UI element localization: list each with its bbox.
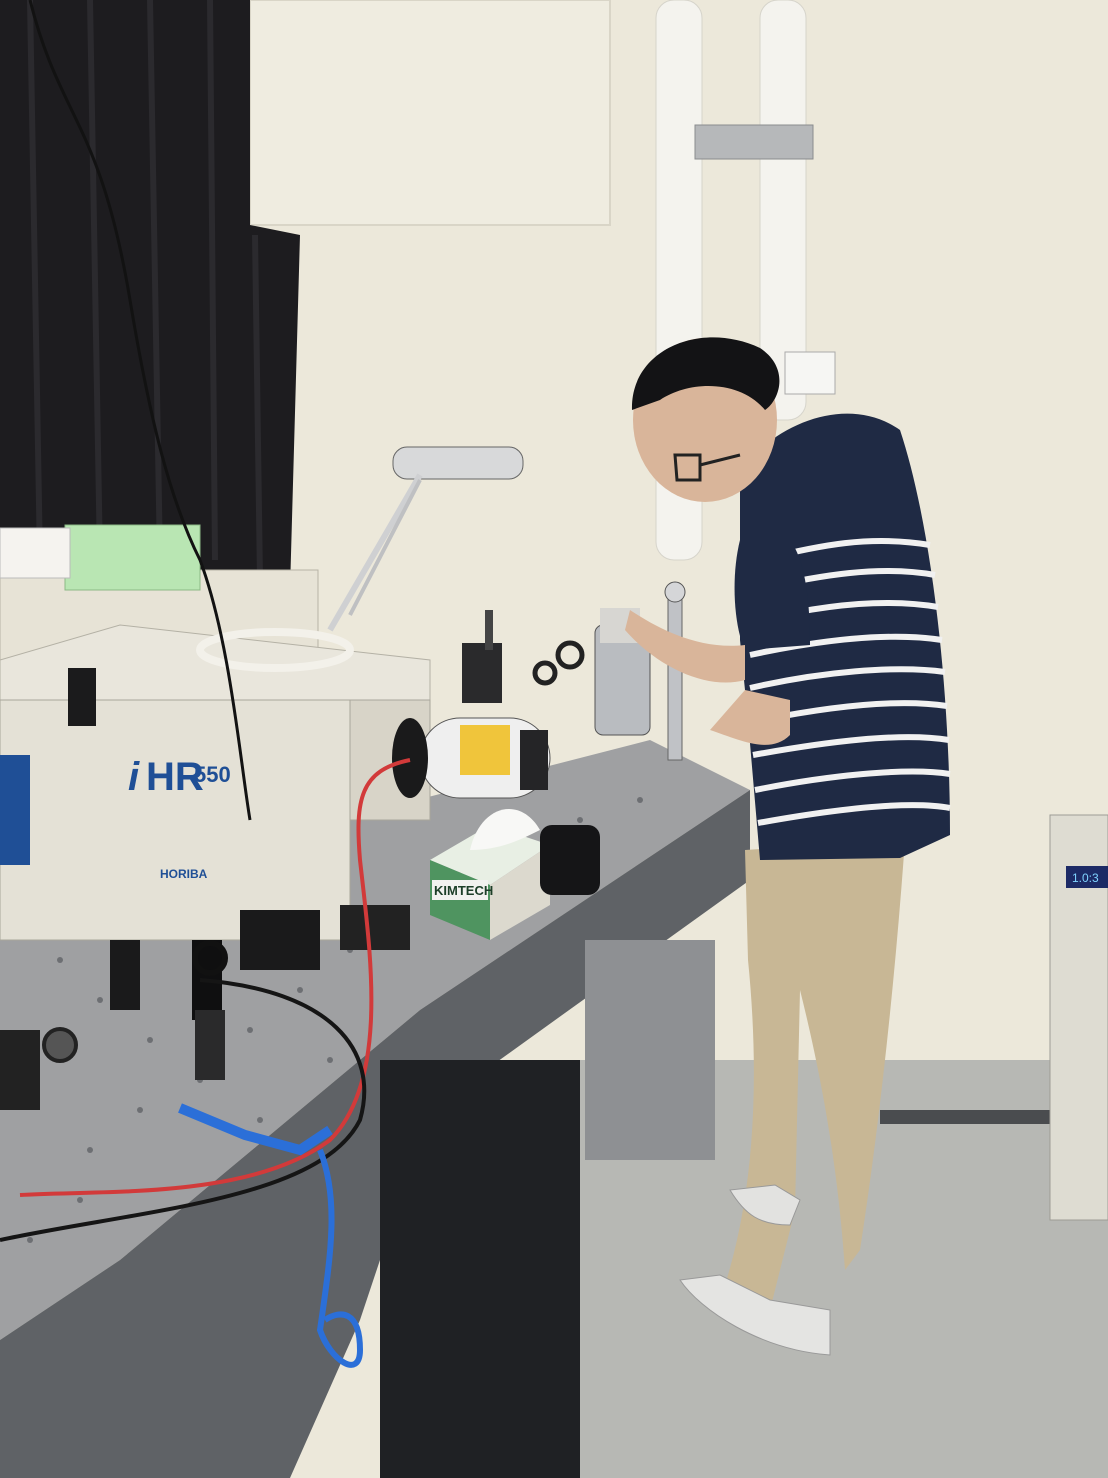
tissue — [470, 808, 540, 850]
spectrometer-body — [0, 699, 351, 941]
manufacturer-logo-text: HORIBA — [160, 867, 208, 881]
blue-side-panel — [0, 755, 30, 865]
person-right-foot — [729, 1184, 801, 1226]
red-cable — [19, 758, 411, 1197]
desk-lamp-arm — [327, 473, 423, 632]
blue-clamp — [178, 1103, 333, 1156]
optics-post — [485, 610, 493, 650]
desk-lamp-head — [392, 446, 524, 480]
person-arm — [625, 610, 745, 683]
pipe-bracket — [694, 124, 814, 160]
wall-panel — [249, 0, 611, 226]
brand-i: i — [128, 755, 140, 799]
black-cylinder — [68, 668, 96, 726]
wall-outlet — [784, 351, 836, 395]
black-cable — [0, 978, 367, 1242]
optics-mount-1 — [462, 643, 502, 703]
green-box — [64, 524, 201, 591]
kimtech-box-top — [430, 825, 550, 885]
brand-model-number: 550 — [194, 762, 231, 787]
hanging-cable — [28, 0, 252, 821]
controller-display-text: 1.0:3 — [1072, 871, 1099, 885]
person-left-foot — [679, 1274, 831, 1356]
spectrometer-ring — [196, 628, 354, 672]
person-hair — [631, 337, 780, 410]
optical-table-side — [0, 790, 750, 1478]
blue-cable — [316, 1148, 364, 1368]
white-box — [0, 527, 71, 579]
kimtech-box-side — [490, 845, 550, 940]
floor — [520, 1060, 1108, 1478]
black-case — [540, 825, 600, 895]
controller-display — [1066, 866, 1108, 888]
black-curtain — [0, 0, 300, 590]
brand-hr: HR — [146, 755, 204, 799]
table-support — [380, 1060, 580, 1478]
person-glasses — [673, 453, 741, 482]
white-pipe-right — [759, 0, 807, 421]
kimtech-label: KIMTECH — [434, 883, 493, 898]
